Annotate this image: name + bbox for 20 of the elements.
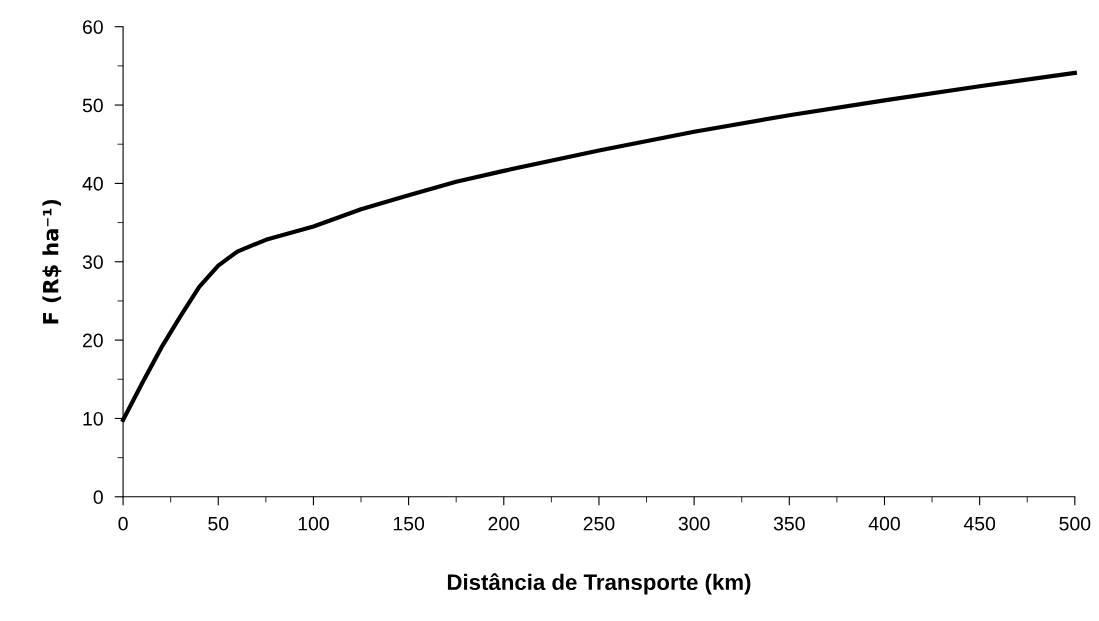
- x-tick-label: 400: [868, 516, 900, 531]
- y-axis-title: F (R$ ha⁻¹): [42, 199, 62, 324]
- x-tick-label: 100: [298, 516, 329, 531]
- x-tick-label: 300: [678, 516, 710, 531]
- x-tick-label: 150: [393, 516, 425, 531]
- x-tick-label: 0: [118, 516, 128, 531]
- y-tick-label: 0: [93, 490, 103, 505]
- x-tick-label: 500: [1059, 516, 1091, 531]
- x-tick-label: 250: [583, 516, 615, 531]
- y-tick-label: 30: [82, 255, 103, 269]
- y-tick-label: 60: [83, 20, 103, 34]
- y-tick-label: 20: [83, 333, 103, 348]
- y-tick-label: 10: [83, 411, 103, 426]
- y-tick-label: 40: [82, 176, 103, 191]
- x-tick-label: 50: [208, 516, 229, 531]
- y-tick-label: 50: [82, 98, 103, 113]
- x-tick-label: 200: [488, 516, 520, 531]
- x-tick-label: 450: [963, 516, 996, 531]
- x-axis-title: Distância de Transporte (km): [447, 573, 751, 595]
- x-tick-label: 350: [773, 516, 805, 531]
